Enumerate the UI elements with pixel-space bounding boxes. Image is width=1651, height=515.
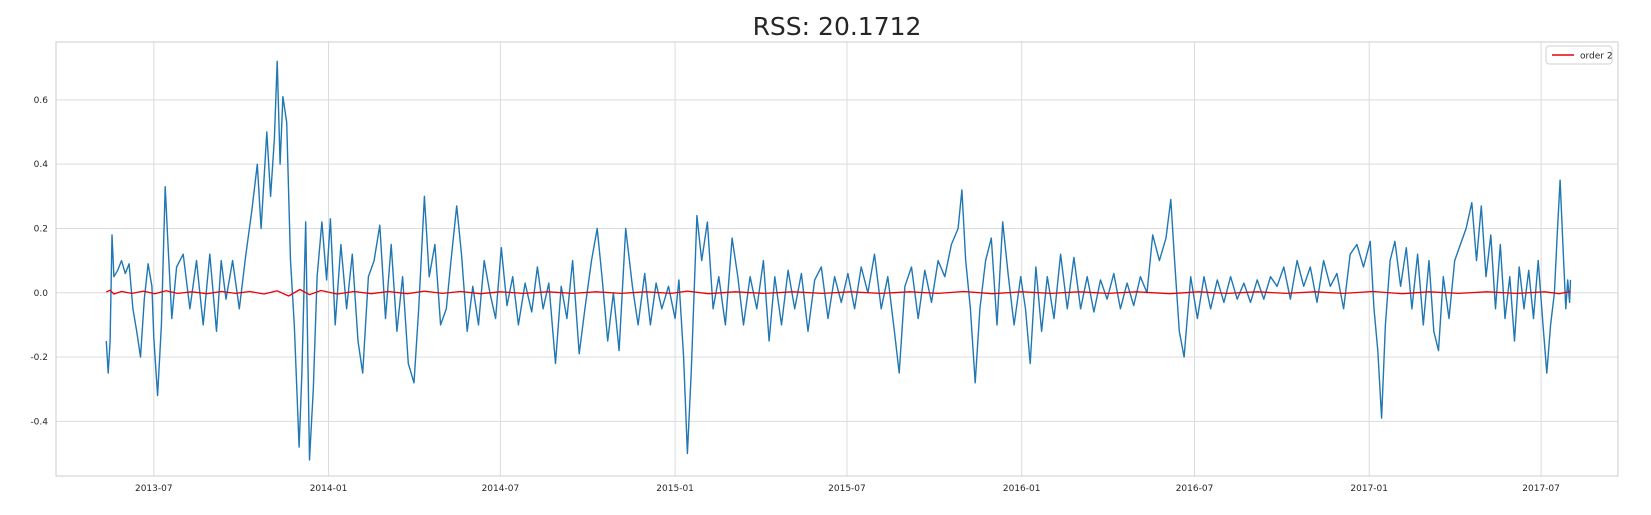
x-tick-label: 2014-07 bbox=[482, 484, 520, 494]
y-axis-ticks: -0.4 -0.2 0.0 0.2 0.4 0.6 bbox=[30, 96, 48, 427]
x-tick-label: 2017-01 bbox=[1350, 484, 1388, 494]
legend-box bbox=[1545, 45, 1613, 65]
plot-frame bbox=[55, 41, 1619, 477]
legend: order 2 bbox=[1545, 45, 1613, 65]
y-tick-label: -0.4 bbox=[30, 417, 48, 427]
chart-title: RSS: 20.1712 bbox=[753, 12, 922, 41]
y-tick-label: 0.2 bbox=[34, 224, 48, 234]
plot-area bbox=[55, 41, 1619, 477]
y-tick-label: 0.0 bbox=[34, 289, 49, 299]
legend-label-order-2: order 2 bbox=[1580, 52, 1613, 62]
series-line-order-2 bbox=[106, 288, 1571, 297]
x-tick-label: 2017-07 bbox=[1522, 484, 1560, 494]
series-line-1 bbox=[105, 60, 1572, 461]
x-tick-label: 2014-01 bbox=[310, 484, 348, 494]
series-layer bbox=[105, 60, 1572, 461]
x-tick-label: 2015-07 bbox=[828, 484, 866, 494]
x-tick-label: 2016-01 bbox=[1003, 484, 1041, 494]
x-tick-label: 2013-07 bbox=[135, 484, 173, 494]
plot-background bbox=[56, 42, 1618, 476]
y-tick-label: -0.2 bbox=[30, 353, 48, 363]
x-tick-label: 2016-07 bbox=[1176, 484, 1214, 494]
y-tick-label: 0.6 bbox=[34, 96, 49, 106]
x-tick-label: 2015-01 bbox=[656, 484, 694, 494]
x-axis-ticks: 2013-07 2014-01 2014-07 2015-01 2015-07 2016-… bbox=[135, 484, 1560, 494]
y-tick-label: 0.4 bbox=[34, 160, 49, 170]
